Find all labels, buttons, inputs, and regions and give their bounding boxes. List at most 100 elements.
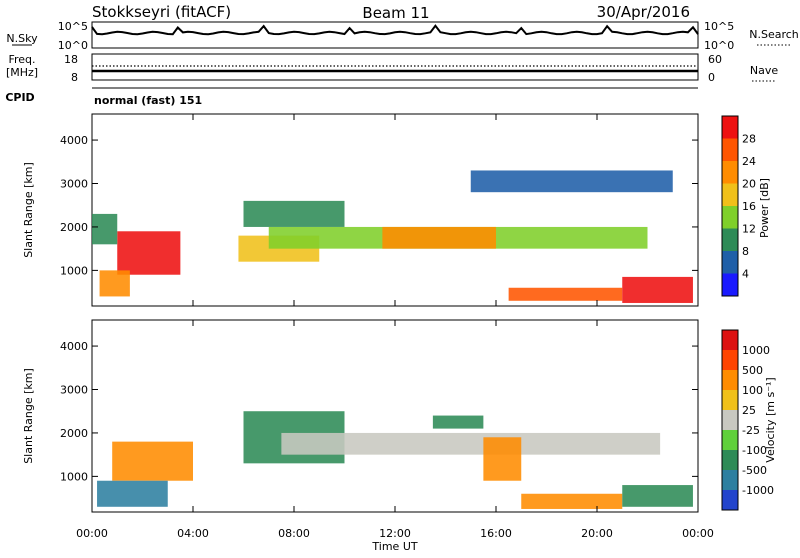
noise-left-tick-top: 10^5 (58, 20, 88, 33)
power-ytick-label-2: 3000 (60, 178, 88, 191)
power-colorbar-tick-3: 16 (742, 200, 756, 213)
xtick-label-3: 12:00 (379, 527, 411, 540)
velocity-region-1 (97, 480, 168, 507)
power-colorbar-label: Power [dB] (758, 178, 771, 238)
velocity-ytick-label-0: 1000 (60, 470, 88, 483)
power-colorbar-tick-1: 24 (742, 155, 756, 168)
power-panel-frame (91, 113, 699, 307)
station-title: Stokkseyri (fitACF) (92, 3, 231, 21)
xtick-label-5: 20:00 (581, 527, 613, 540)
power-region-8 (243, 200, 345, 227)
power-colorbar-segment-5 (722, 228, 738, 251)
noise-trace-line (91, 24, 699, 36)
velocity-colorbar-segment-5 (722, 430, 738, 450)
power-region-2 (92, 213, 118, 245)
noise-trace (91, 24, 699, 36)
power-colorbar-frame (721, 115, 739, 297)
velocity-colorbar-segment-8 (722, 490, 738, 510)
velocity-colorbar-segment-1 (722, 350, 738, 370)
velocity-colorbar-segment-4 (722, 410, 738, 430)
velocity-colorbar-frame (721, 329, 739, 511)
noise-right-label: N.Search (749, 28, 799, 41)
x-axis-label: Time UT (371, 540, 417, 553)
noise-right-tick-bottom: 10^0 (704, 39, 734, 52)
velocity-data (97, 411, 693, 509)
velocity-colorbar-segment-0 (722, 330, 738, 350)
freq-right-tick-bottom: 0 (708, 71, 715, 84)
freq-label-line1: Freq. (8, 53, 35, 66)
power-region-0 (117, 231, 181, 275)
xtick-label-4: 16:00 (480, 527, 512, 540)
time-x-ticks: 00:00 04:00 08:00 12:00 16:00 20:00 00:00 (76, 114, 714, 540)
cpid-label: CPID (5, 91, 34, 104)
beam-title: Beam 11 (362, 4, 429, 22)
velocity-region-7 (432, 415, 484, 429)
velocity-ytick-label-1: 2000 (60, 427, 88, 440)
power-ytick-label-3: 4000 (60, 134, 88, 147)
power-colorbar-segment-2 (722, 161, 738, 184)
velocity-colorbar-tick-2: 100 (742, 384, 763, 397)
xtick-label-0: 00:00 (76, 527, 108, 540)
velocity-colorbar-tick-5: -100 (742, 444, 767, 457)
power-colorbar-segment-1 (722, 138, 738, 161)
velocity-ylabel: Slant Range [km] (22, 368, 35, 464)
freq-right-tick-top: 60 (708, 53, 722, 66)
velocity-region-5 (521, 493, 623, 509)
power-colorbar-tick-2: 20 (742, 178, 756, 191)
velocity-panel-frame (91, 319, 699, 513)
power-y-ticks: 1000 2000 3000 4000 (60, 134, 698, 277)
velocity-colorbar-segment-3 (722, 390, 738, 410)
noise-panel-frame (91, 21, 699, 49)
xtick-label-1: 04:00 (177, 527, 209, 540)
velocity-region-3 (281, 432, 661, 455)
power-region-7 (622, 276, 693, 303)
velocity-colorbar: 1000 500 100 25 -25 -100 -500 -1000 (721, 329, 774, 511)
velocity-colorbar-tick-0: 1000 (742, 344, 770, 357)
xtick-label-2: 08:00 (278, 527, 310, 540)
velocity-colorbar-segment-6 (722, 450, 738, 470)
xtick-label-6: 00:00 (682, 527, 714, 540)
freq-left-tick-bottom: 8 (71, 71, 78, 84)
power-colorbar: 28 24 20 16 12 8 4 (721, 115, 756, 297)
velocity-colorbar-tick-6: -500 (742, 464, 767, 477)
power-colorbar-segment-7 (722, 273, 738, 296)
power-colorbar-tick-5: 8 (742, 245, 749, 258)
power-colorbar-segment-0 (722, 116, 738, 139)
power-ylabel: Slant Range [km] (22, 162, 35, 258)
power-colorbar-tick-6: 4 (742, 268, 749, 281)
velocity-colorbar-label: Velocity [m s⁻¹] (764, 377, 777, 462)
power-region-1 (99, 270, 130, 297)
freq-label-line2: [MHz] (6, 66, 38, 79)
velocity-ytick-label-3: 4000 (60, 340, 88, 353)
power-colorbar-segment-4 (722, 206, 738, 229)
noise-right-tick-top: 10^5 (704, 20, 734, 33)
velocity-region-4 (483, 437, 522, 481)
velocity-colorbar-tick-7: -1000 (742, 484, 774, 497)
power-ytick-label-0: 1000 (60, 264, 88, 277)
date-title: 30/Apr/2016 (597, 3, 690, 21)
power-ytick-label-1: 2000 (60, 221, 88, 234)
noise-left-label: N.Sky (6, 32, 38, 45)
power-colorbar-tick-0: 28 (742, 133, 756, 146)
power-region-6 (508, 287, 623, 301)
cpid-value: normal (fast) 151 (94, 94, 202, 107)
power-region-5 (382, 226, 496, 249)
velocity-region-6 (622, 485, 693, 507)
power-data (92, 170, 693, 303)
freq-panel-frame (91, 53, 699, 81)
noise-left-tick-bottom: 10^0 (58, 39, 88, 52)
power-colorbar-segment-6 (722, 251, 738, 274)
power-region-9 (470, 170, 673, 193)
power-colorbar-tick-4: 12 (742, 223, 756, 236)
velocity-colorbar-tick-4: -25 (742, 424, 760, 437)
velocity-colorbar-tick-3: 25 (742, 404, 756, 417)
velocity-colorbar-segment-7 (722, 470, 738, 490)
nave-label: Nave (750, 64, 778, 77)
velocity-colorbar-tick-1: 500 (742, 364, 763, 377)
power-colorbar-segment-3 (722, 183, 738, 206)
velocity-region-0 (112, 441, 193, 481)
velocity-y-ticks: 1000 2000 3000 4000 (60, 340, 698, 483)
velocity-ytick-label-2: 3000 (60, 384, 88, 397)
freq-left-tick-top: 18 (64, 53, 78, 66)
